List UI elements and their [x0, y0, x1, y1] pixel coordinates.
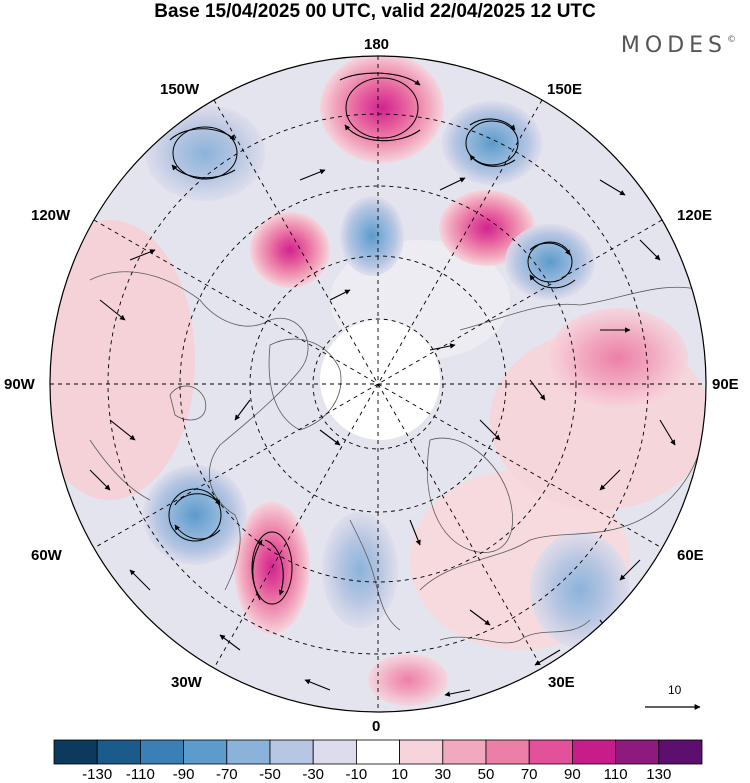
lon-label-60e: 60E: [677, 547, 704, 564]
center-north-pacific-positive: [320, 56, 444, 163]
lon-label-120e: 120E: [677, 207, 713, 224]
graticule: [50, 56, 706, 712]
brand-mark: ©: [727, 35, 736, 45]
wind-vectors: [89, 72, 676, 697]
colorbar-swatch: [399, 739, 444, 765]
map-content: [50, 56, 706, 712]
colorbar-tick-label: -130: [82, 766, 113, 783]
colorbar-swatch: [269, 739, 314, 765]
lon-label-150w: 150W: [160, 81, 200, 98]
colorbar: [53, 739, 703, 765]
colorbar-tick-label: -50: [259, 766, 281, 783]
colorbar-swatch: [485, 739, 530, 765]
colorbar-tick-label: -10: [345, 766, 368, 783]
colorbar-swatch: [53, 739, 98, 765]
lon-label-60w: 60W: [31, 547, 62, 564]
colorbar-swatch: [355, 739, 400, 765]
colorbar-swatch: [139, 739, 184, 765]
center-west-europe-negative: [322, 512, 398, 628]
center-caspian-negative: [530, 532, 630, 648]
colorbar-labels: -130 -110 -90 -70 -50 -30 -10 10 30 50 70 90 110 130: [0, 766, 750, 783]
colorbar-tick-label: -30: [302, 766, 325, 783]
colorbar-tick-label: -90: [172, 766, 195, 783]
map-boundary: [49, 55, 707, 713]
center-newfoundland-negative: [143, 465, 247, 565]
colorbar-swatch: [226, 739, 271, 765]
colorbar-swatch: [658, 739, 703, 765]
center-mediterranean-positive: [368, 654, 448, 706]
colorbar-tick-label: 10: [391, 766, 408, 783]
center-beaufort-negative: [340, 196, 404, 276]
brand-text: MODES: [620, 33, 727, 58]
colorbar-tick-label: 50: [477, 766, 495, 783]
colorbar-swatch: [442, 739, 487, 765]
colorbar-tick-label: -110: [125, 766, 155, 783]
colorbar-swatch: [528, 739, 573, 765]
colorbar-tick-label: 90: [564, 766, 581, 783]
colorbar-swatch: [183, 739, 228, 765]
modes-logo: MODES©: [621, 33, 736, 58]
center-canada-positive: [250, 212, 330, 288]
lon-label-30w: 30W: [171, 674, 202, 691]
lon-label-150e: 150E: [547, 81, 583, 98]
coastlines: [89, 271, 701, 644]
lon-label-30e: 30E: [548, 674, 575, 691]
colorbar-tick-label: 130: [646, 766, 672, 783]
lon-label-120w: 120W: [31, 207, 71, 224]
colorbar-swatch: [312, 739, 357, 765]
lon-label-180: 180: [364, 36, 390, 53]
reference-vector-label: 10: [668, 683, 682, 697]
lon-label-90e: 90E: [712, 376, 739, 393]
center-kamchatka-negative: [442, 101, 542, 185]
contours: [168, 77, 573, 605]
colorbar-tick-label: 110: [603, 766, 628, 783]
map-title: Base 15/04/2025 00 UTC, valid 22/04/2025…: [154, 1, 596, 22]
anomaly-patch: [50, 220, 195, 500]
colorbar-tick-label: 30: [434, 766, 452, 783]
center-laptev-negative: [505, 224, 595, 300]
colorbar-tick-label: -70: [215, 766, 238, 783]
center-siberia-positive: [548, 308, 688, 408]
colorbar-swatch: [615, 739, 660, 765]
colorbar-swatch: [96, 739, 141, 765]
lon-label-90w: 90W: [4, 376, 35, 393]
center-alaska-negative: [145, 105, 265, 201]
colorbar-tick-label: 70: [520, 766, 538, 783]
colorbar-swatch: [572, 739, 617, 765]
lon-label-0: 0: [372, 718, 381, 735]
